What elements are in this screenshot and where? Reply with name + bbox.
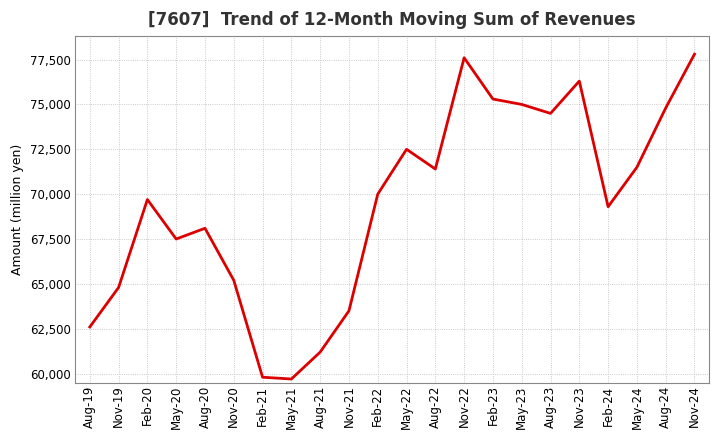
Y-axis label: Amount (million yen): Amount (million yen) — [11, 144, 24, 275]
Title: [7607]  Trend of 12-Month Moving Sum of Revenues: [7607] Trend of 12-Month Moving Sum of R… — [148, 11, 636, 29]
